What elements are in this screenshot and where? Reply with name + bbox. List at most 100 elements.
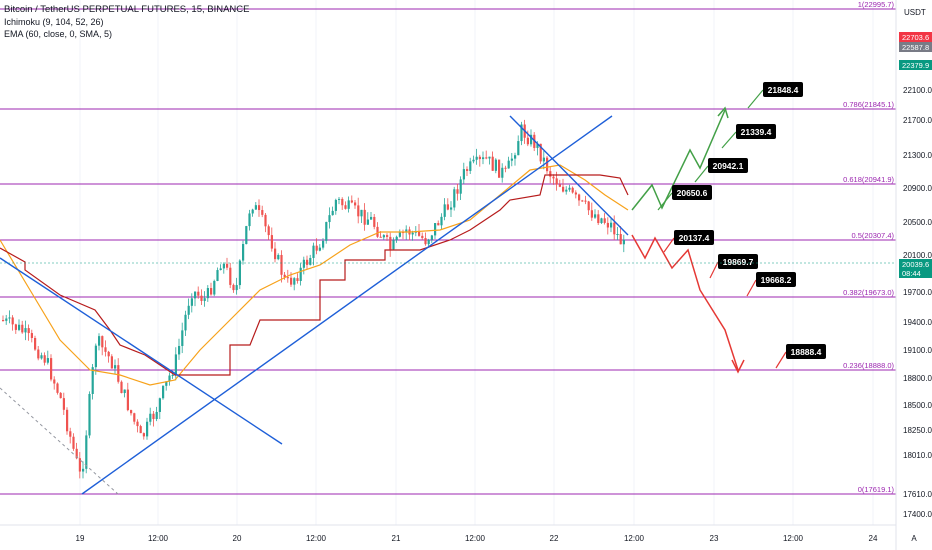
price-badge-label: 20039.6 — [902, 260, 929, 269]
candle-body — [395, 236, 398, 241]
price-tick-label: 20500.0 — [903, 218, 932, 227]
candle-body — [558, 184, 561, 187]
candle-body — [53, 379, 56, 384]
candle-body — [530, 134, 533, 145]
candle-body — [578, 194, 581, 201]
candle-body — [584, 200, 587, 202]
price-tick-label: 22100.0 — [903, 86, 932, 95]
candle-body — [434, 223, 437, 236]
candle-body — [562, 186, 565, 192]
candle-body — [376, 226, 379, 237]
fibonacci-retracement[interactable]: 1(22995.7) 0.786(21845.1) 0.618(20941.9) 0.… — [0, 0, 896, 495]
target-callout-label: 21339.4 — [741, 127, 772, 137]
symbol-title[interactable]: Bitcoin / TetherUS PERPETUAL FUTURES, 15… — [4, 4, 250, 15]
candle-body — [472, 159, 475, 162]
candle-body — [421, 235, 424, 239]
price-tick-label: 17400.0 — [903, 510, 932, 519]
auto-scale-button[interactable]: A — [911, 534, 917, 543]
target-callout-box — [718, 254, 758, 269]
candle-body — [75, 448, 78, 459]
candle-body — [72, 436, 75, 449]
candle-body — [498, 159, 501, 178]
candle-body — [594, 214, 597, 218]
target-callouts[interactable]: 21848.4 21339.4 20942.1 20650.6 20137.4 19869… — [657, 82, 826, 369]
candle-body — [277, 254, 280, 260]
candle-body — [424, 238, 427, 245]
ichimoku-legend[interactable]: Ichimoku (9, 104, 52, 26) — [4, 17, 104, 27]
price-badge-label: 22379.9 — [902, 61, 929, 70]
fib-level-label: 0.236(18888.0) — [843, 361, 894, 370]
candle-body — [427, 239, 430, 245]
candle-body — [254, 205, 257, 210]
candle-body — [328, 215, 331, 223]
candle-body — [14, 324, 17, 330]
candle-body — [453, 189, 456, 208]
candle-body — [478, 156, 481, 160]
price-badge-label: 08:44 — [902, 269, 921, 278]
candle-body — [5, 318, 8, 321]
time-tick-label: 22 — [550, 534, 559, 543]
projection-paths[interactable] — [631, 106, 745, 374]
candle-body — [126, 389, 129, 411]
candle-body — [568, 187, 571, 190]
candle-body — [597, 214, 600, 224]
candle-body — [226, 263, 229, 268]
candle-body — [190, 298, 193, 306]
time-axis[interactable]: 19 12:00 20 12:00 21 12:00 22 12:00 23 12:00 24 A — [0, 524, 917, 543]
candle-body — [120, 381, 123, 394]
candle-body — [510, 158, 513, 161]
candle-body — [27, 328, 30, 334]
candle-body — [466, 169, 469, 171]
candle-body — [251, 209, 254, 214]
candle-body — [302, 259, 305, 268]
candle-body — [242, 244, 245, 261]
candle-body — [309, 257, 312, 265]
candle-body — [354, 202, 357, 206]
candle-body — [168, 375, 171, 382]
candle-body — [507, 160, 510, 169]
candle-body — [293, 278, 296, 285]
candle-body — [514, 155, 517, 159]
price-badge — [899, 60, 932, 70]
candle-body — [322, 240, 325, 248]
candle-body — [216, 270, 219, 281]
price-tick-label: 20900.0 — [903, 184, 932, 193]
price-tick-label: 17610.0 — [903, 490, 932, 499]
candle-body — [373, 216, 376, 227]
candle-body — [270, 235, 273, 249]
time-tick-label: 12:00 — [148, 534, 169, 543]
candle-body — [283, 274, 286, 278]
candle-body — [315, 245, 318, 251]
candle-body — [43, 355, 46, 363]
candle-body — [139, 426, 142, 434]
candle-body — [206, 288, 209, 299]
candle-body — [312, 245, 315, 258]
candle-body — [286, 277, 289, 279]
candle-body — [219, 268, 222, 271]
candle-body — [341, 198, 344, 206]
candle-body — [50, 358, 53, 380]
candle-body — [603, 218, 606, 223]
candle-body — [11, 317, 14, 325]
trendlines[interactable] — [0, 115, 629, 495]
ema-legend[interactable]: EMA (60, close, 0, SMA, 5) — [4, 29, 113, 39]
candle-body — [546, 157, 549, 172]
candle-body — [379, 236, 382, 238]
candle-body — [418, 230, 421, 236]
candle-body — [587, 201, 590, 211]
candle-body — [258, 205, 261, 211]
fib-level-label: 1(22995.7) — [858, 0, 895, 9]
candle-body — [360, 209, 363, 217]
candle-body — [274, 248, 277, 260]
candle-body — [443, 204, 446, 217]
target-callout-leader — [694, 165, 709, 183]
target-callout-leader — [747, 89, 764, 109]
price-tick-label: 19700.0 — [903, 288, 932, 297]
candle-body — [248, 213, 251, 227]
candle-body — [318, 247, 321, 251]
price-badge — [899, 32, 932, 42]
ascending-trendline — [81, 115, 613, 495]
candle-body — [184, 314, 187, 331]
